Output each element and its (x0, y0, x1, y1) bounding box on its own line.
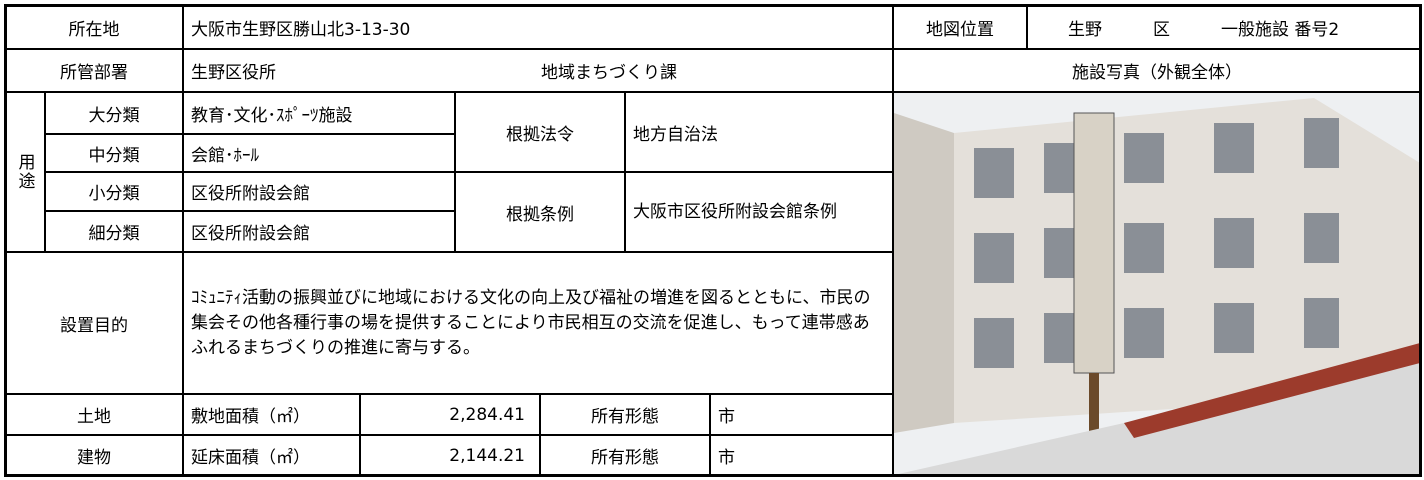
label: 大分類 (88, 105, 140, 126)
label: 根拠法令 (506, 124, 574, 145)
label-cell: 用途 (5, 92, 45, 252)
label: 延床面積（㎡） (191, 448, 310, 468)
section: 地域まちづくり課 (541, 63, 677, 83)
value-cell: 地方自治法 (625, 92, 893, 172)
value: 地方自治法 (633, 124, 718, 145)
label-cell: 設置目的 (5, 252, 183, 394)
value-cell: 市 (710, 435, 893, 476)
value: 教育･文化･ｽﾎﾟｰﾂ施設 (191, 105, 353, 126)
sign-board (1073, 112, 1115, 374)
address: 大阪市生野区勝山北3-13-30 (191, 19, 411, 40)
office: 生野区役所 (191, 63, 276, 83)
facility-photo (894, 93, 1420, 475)
label-cell: 施設写真（外観全体） (893, 49, 1421, 92)
area: 2,284.41 (449, 404, 525, 425)
value-cell: 市 (710, 394, 893, 435)
value-cell: ｺﾐｭﾆﾃｨ活動の振興並びに地域における文化の向上及び福祉の増進を図るとともに、… (183, 252, 893, 394)
label-cell: 地図位置 (893, 5, 1027, 49)
label: 設置目的 (60, 315, 128, 336)
label-cell: 延床面積（㎡） (183, 435, 360, 476)
map-position: 生野 区 一般施設 番号2 (1068, 19, 1340, 40)
value-cell: 2,144.21 (360, 435, 540, 476)
label: 土地 (77, 407, 111, 427)
label-cell: 敷地面積（㎡） (183, 394, 360, 435)
value-cell: 生野 区 一般施設 番号2 (1027, 5, 1421, 49)
label: 地図位置 (926, 19, 994, 40)
value: 区役所附設会館 (191, 224, 310, 244)
photo-cell (893, 92, 1421, 476)
planter (1124, 343, 1420, 438)
pavement (894, 353, 1420, 475)
windows (974, 118, 1339, 368)
label: 中分類 (88, 145, 140, 166)
value-cell: 大阪市区役所附設会館条例 (625, 172, 893, 252)
sign-post (1089, 373, 1099, 453)
label-cell: 所有形態 (540, 394, 710, 435)
purpose-text: ｺﾐｭﾆﾃｨ活動の振興並びに地域における文化の向上及び福祉の増進を図るとともに、… (191, 287, 871, 358)
label: 根拠条例 (506, 204, 574, 225)
label-cell: 建物 (5, 435, 183, 476)
label: 所有形態 (591, 448, 659, 468)
label: 用途 (14, 153, 35, 191)
ownership: 市 (718, 448, 735, 468)
label-cell: 大分類 (45, 92, 183, 134)
building-side (894, 113, 954, 433)
area: 2,144.21 (449, 445, 525, 466)
label: 所有形態 (591, 407, 659, 427)
label: 建物 (77, 448, 111, 468)
ownership: 市 (718, 407, 735, 427)
value-cell: 会館･ﾎｰﾙ (183, 134, 455, 172)
photo-caption: 施設写真（外観全体） (1072, 63, 1242, 83)
label: 所在地 (68, 19, 120, 40)
value: 大阪市区役所附設会館条例 (633, 202, 837, 222)
value: 会館･ﾎｰﾙ (191, 145, 259, 166)
value-cell: 生野区役所 地域まちづくり課 (183, 49, 893, 92)
label-cell: 土地 (5, 394, 183, 435)
label-cell: 根拠条例 (455, 172, 625, 252)
label-cell: 所管部署 (5, 49, 183, 92)
label-cell: 所有形態 (540, 435, 710, 476)
value-cell: 区役所附設会館 (183, 172, 455, 211)
value-cell: 大阪市生野区勝山北3-13-30 (183, 5, 893, 49)
label: 小分類 (88, 184, 140, 204)
value-cell: 2,284.41 (360, 394, 540, 435)
label-cell: 小分類 (45, 172, 183, 211)
value-cell: 教育･文化･ｽﾎﾟｰﾂ施設 (183, 92, 455, 134)
label: 敷地面積（㎡） (191, 407, 310, 427)
value-cell: 区役所附設会館 (183, 211, 455, 252)
label-cell: 根拠法令 (455, 92, 625, 172)
label: 所管部署 (60, 63, 128, 83)
label-cell: 中分類 (45, 134, 183, 172)
label-cell: 所在地 (5, 5, 183, 49)
label-cell: 細分類 (45, 211, 183, 252)
value: 区役所附設会館 (191, 184, 310, 204)
label: 細分類 (88, 224, 140, 244)
